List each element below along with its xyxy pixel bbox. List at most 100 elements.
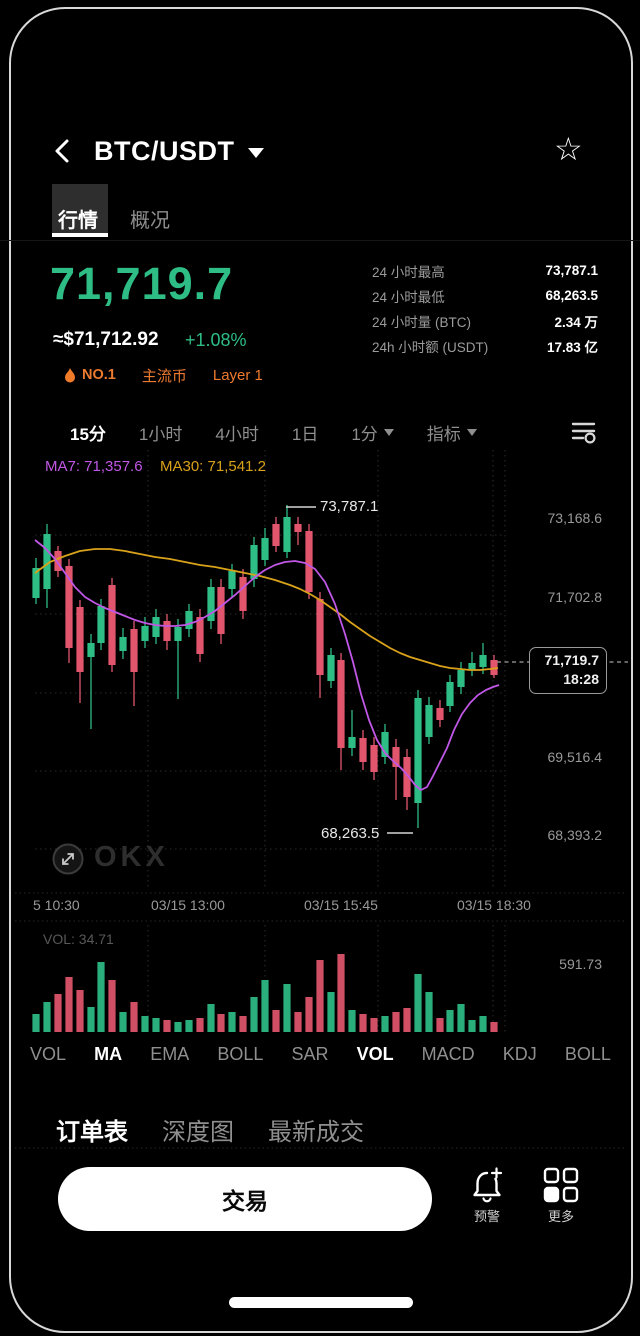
indicator-tab[interactable]: BOLL: [564, 1044, 611, 1064]
timeframe-item[interactable]: 指标: [427, 420, 477, 445]
candle-body: [228, 571, 236, 589]
indicator-settings-icon[interactable]: [570, 417, 597, 444]
timeframe-item[interactable]: 1日: [291, 425, 319, 444]
more-button[interactable]: 更多: [541, 1166, 581, 1225]
candle-body: [327, 655, 335, 681]
candle-body: [305, 531, 313, 592]
stats-value: 17.83 亿: [546, 339, 598, 355]
volume-bar: [217, 1014, 225, 1032]
candle-body: [392, 747, 400, 767]
timeframe-item[interactable]: 1分: [351, 420, 394, 445]
volume-bar: [479, 1016, 487, 1032]
candle-body: [97, 606, 105, 643]
favorite-star-icon[interactable]: ☆: [554, 131, 583, 167]
indicator-tab[interactable]: EMA: [150, 1044, 190, 1064]
stats-panel: 24 小时最高 73,787.1 24 小时最低 68,263.5 24 小时量 (BT…: [372, 258, 598, 358]
rank-badge[interactable]: NO.1: [82, 367, 116, 383]
y-axis-label: 69,516.4: [547, 749, 603, 765]
indicator-tab[interactable]: VOL: [356, 1044, 394, 1064]
fiat-price: ≈$71,712.92: [53, 329, 159, 350]
alert-button[interactable]: 预警: [469, 1166, 505, 1225]
stats-row: 24 小时最高 73,787.1: [372, 258, 598, 283]
y-axis-label: 71,702.8: [547, 589, 603, 605]
volume-bar: [381, 1016, 389, 1032]
indicator-tab[interactable]: BOLL: [217, 1044, 264, 1064]
indicator-tab[interactable]: VOL: [30, 1044, 67, 1064]
volume-bar: [163, 1020, 171, 1032]
candle-body: [54, 551, 62, 571]
indicator-tab[interactable]: MA: [94, 1044, 123, 1064]
volume-bar: [305, 997, 313, 1032]
bottom-tabs: 订单表 深度图 最新成交: [56, 1112, 398, 1147]
volume-bar: [348, 1010, 356, 1032]
volume-bar: [185, 1020, 193, 1032]
fullscreen-icon[interactable]: [52, 843, 84, 875]
indicator-tab[interactable]: SAR: [291, 1044, 329, 1064]
volume-max-label: 591.73: [559, 956, 602, 972]
volume-bar: [119, 1012, 127, 1032]
candle-body: [370, 745, 378, 772]
stats-value: 73,787.1: [545, 263, 598, 278]
page-title[interactable]: BTC/USDT: [94, 136, 235, 166]
volume-bar: [76, 990, 84, 1032]
indicator-tab[interactable]: KDJ: [502, 1044, 537, 1064]
candle-body: [468, 663, 476, 670]
candle-body: [316, 599, 324, 675]
volume-bar: [65, 977, 73, 1032]
caret-down-icon: [383, 429, 394, 436]
ma30-legend: MA30: 71,541.2: [160, 458, 266, 475]
stats-label: 24h 小时额 (USDT): [372, 339, 489, 355]
tab-overview[interactable]: 概况: [130, 210, 170, 232]
home-indicator[interactable]: [229, 1297, 413, 1308]
timeframe-item[interactable]: 1小时: [138, 425, 183, 444]
candle-body: [261, 538, 269, 560]
stats-label: 24 小时最低: [372, 289, 445, 305]
volume-bar: [43, 1002, 51, 1032]
timeframe-row: 15分 1小时 4小时 1日 1分 指标: [70, 420, 495, 445]
tab-market[interactable]: 行情: [58, 210, 98, 232]
okx-watermark: OKX: [94, 841, 169, 873]
volume-bar: [130, 1002, 138, 1032]
stats-label: 24 小时最高: [372, 264, 445, 280]
tag-layer1[interactable]: Layer 1: [212, 366, 263, 384]
volume-bar: [87, 1007, 95, 1032]
indicator-tab[interactable]: MACD: [421, 1044, 475, 1064]
volume-bar: [228, 1012, 236, 1032]
x-axis-label: 03/15 18:30: [457, 897, 531, 913]
volume-bar: [272, 1010, 280, 1032]
high-annotation: 73,787.1: [320, 498, 379, 515]
candle-body: [479, 655, 487, 667]
candle-body: [490, 660, 498, 675]
candle-body: [250, 545, 258, 579]
volume-bar: [108, 980, 116, 1032]
volume-bar: [141, 1016, 149, 1032]
stats-value: 2.34 万: [554, 314, 598, 330]
candle-body: [446, 682, 454, 706]
candle-body: [32, 568, 40, 598]
tab-latest-trades[interactable]: 最新成交: [268, 1119, 364, 1146]
candle-body: [239, 577, 247, 611]
candle-body: [272, 524, 280, 546]
last-price-marker: 71,719.7 18:28: [529, 647, 607, 694]
volume-bar: [436, 1018, 444, 1032]
ma7-line: [34, 539, 500, 791]
volume-bar: [403, 1008, 411, 1032]
candle-body: [217, 587, 225, 634]
back-icon[interactable]: [52, 138, 72, 164]
pair-dropdown-caret-icon[interactable]: [248, 148, 264, 158]
volume-bar: [490, 1022, 498, 1032]
volume-bar: [261, 980, 269, 1032]
candle-body: [163, 621, 171, 641]
tab-market-underline: [52, 233, 108, 237]
tag-mainstream[interactable]: 主流币: [141, 367, 187, 385]
timeframe-item[interactable]: 15分: [70, 425, 106, 444]
volume-bar: [468, 1020, 476, 1032]
trade-button[interactable]: 交易: [58, 1167, 432, 1231]
tab-depth-chart[interactable]: 深度图: [162, 1119, 234, 1146]
tab-order-book[interactable]: 订单表: [56, 1119, 128, 1146]
candle-body: [196, 617, 204, 654]
volume-bar: [152, 1018, 160, 1032]
volume-current-label: VOL: 34.71: [43, 931, 114, 947]
candle-body: [283, 517, 291, 552]
timeframe-item[interactable]: 4小时: [215, 425, 259, 444]
